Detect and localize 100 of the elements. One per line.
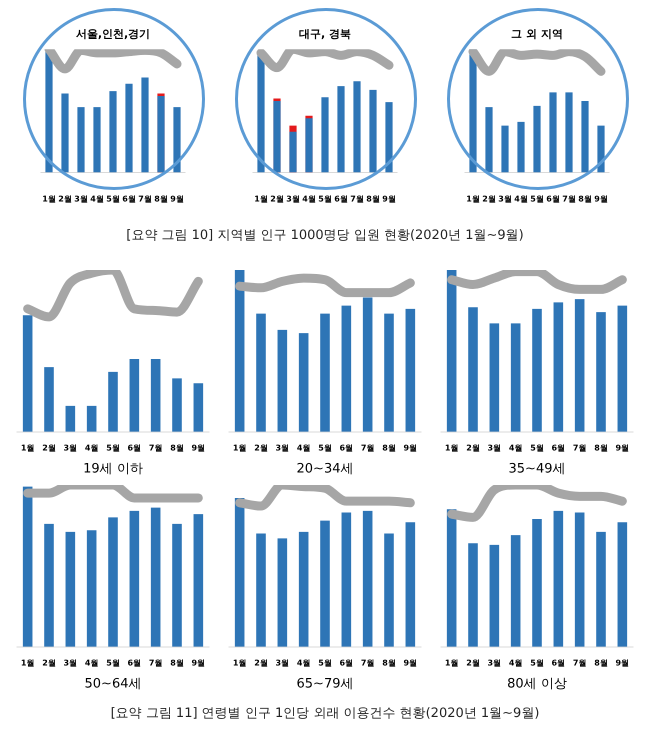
x-tick-label: 7월 (148, 658, 162, 668)
x-tick-label: 1월 (444, 658, 458, 668)
x-tick-label: 3월 (276, 658, 290, 668)
bar (321, 97, 329, 172)
bar (353, 81, 361, 172)
x-tick-label: 3월 (488, 444, 502, 453)
bar (342, 512, 352, 647)
bar (298, 532, 308, 647)
bar (554, 302, 564, 432)
x-tick-label: 4월 (90, 194, 104, 204)
bar (108, 372, 118, 432)
bar (369, 90, 377, 172)
bar (510, 323, 520, 432)
x-tick-label: 3월 (498, 194, 512, 204)
bar (278, 538, 288, 647)
x-tick-label: 5월 (318, 658, 332, 668)
x-tick-label: 5월 (106, 194, 120, 204)
bar (108, 517, 118, 647)
x-tick-label: 4월 (84, 444, 98, 453)
x-tick-label: 9월 (404, 658, 418, 668)
bar (574, 299, 584, 432)
x-tick-label: 2월 (482, 194, 496, 204)
x-tick-label: 3월 (286, 194, 300, 204)
x-tick-label: 6월 (546, 194, 560, 204)
x-tick-label: 7월 (350, 194, 364, 204)
bar (596, 312, 606, 432)
text: [요약 그림 11] 연령별 인구 1인당 외래 이용건수 현황(2020년 1월~9월) (110, 705, 540, 722)
bar (194, 514, 204, 647)
x-tick-label: 4월 (84, 658, 98, 668)
x-tick-label: 2월 (42, 444, 56, 453)
text: 65~79세 (296, 676, 354, 692)
x-tick-label: 6월 (340, 658, 354, 668)
bar (342, 306, 352, 432)
x-tick-label: 4월 (296, 444, 310, 453)
x-tick-label: 2월 (270, 194, 284, 204)
x-tick-label: 9월 (594, 194, 608, 204)
bar (130, 358, 140, 432)
x-tick-label: 9월 (192, 658, 206, 668)
x-tick-label: 8월 (594, 444, 608, 453)
bar (125, 84, 133, 172)
x-tick-label: 7월 (360, 444, 374, 453)
x-tick-label: 5월 (106, 658, 120, 668)
bar (298, 333, 308, 432)
bar (510, 535, 520, 647)
chart-title: 그 외 지역 (511, 27, 563, 40)
bar (86, 406, 96, 432)
x-tick-label: 7월 (562, 194, 576, 204)
bar (468, 543, 478, 647)
bar (141, 78, 149, 172)
x-tick-label: 2월 (42, 658, 56, 668)
x-tick-label: 3월 (276, 444, 290, 453)
bar (618, 522, 628, 647)
bar (565, 92, 573, 172)
x-tick-label: 8월 (578, 194, 592, 204)
x-tick-label: 8월 (382, 658, 396, 668)
x-tick-label: 5월 (318, 444, 332, 453)
bar (532, 308, 542, 432)
bar (86, 530, 96, 647)
bar (517, 122, 525, 172)
bar (574, 512, 584, 647)
bar (22, 315, 32, 432)
bar (256, 534, 266, 647)
x-tick-label: 8월 (170, 444, 184, 453)
bar (44, 524, 54, 647)
bar (66, 532, 76, 647)
x-tick-label: 1월 (466, 194, 480, 204)
x-tick-label: 6월 (128, 658, 142, 668)
bar (446, 509, 456, 647)
bar (234, 498, 244, 647)
x-tick-label: 6월 (340, 444, 354, 453)
x-tick-label: 2월 (466, 658, 480, 668)
x-tick-label: 9월 (382, 194, 396, 204)
text: 35~49세 (508, 462, 566, 477)
x-tick-label: 5월 (530, 444, 544, 453)
bar (384, 314, 394, 432)
x-tick-label: 1월 (232, 658, 246, 668)
bar (150, 508, 160, 647)
x-tick-label: 1월 (20, 444, 34, 453)
x-tick-label: 3월 (488, 658, 502, 668)
x-tick-label: 1월 (42, 194, 56, 204)
x-tick-label: 9월 (170, 194, 184, 204)
x-tick-label: 5월 (530, 658, 544, 668)
x-tick-label: 1월 (254, 194, 268, 204)
x-tick-label: 6월 (552, 444, 566, 453)
bar (490, 544, 500, 647)
x-tick-label: 1월 (20, 658, 34, 668)
x-tick-label: 7월 (572, 444, 586, 453)
bar (384, 534, 394, 647)
x-tick-label: 6월 (122, 194, 136, 204)
x-tick-label: 3월 (64, 658, 78, 668)
bar (234, 270, 244, 432)
bar (194, 383, 204, 432)
x-tick-label: 1월 (232, 444, 246, 453)
bar (77, 107, 85, 172)
bar (468, 307, 478, 432)
bar (549, 92, 557, 172)
x-tick-label: 7월 (138, 194, 152, 204)
x-tick-label: 9월 (404, 444, 418, 453)
bar (22, 486, 32, 647)
x-tick-label: 6월 (552, 658, 566, 668)
